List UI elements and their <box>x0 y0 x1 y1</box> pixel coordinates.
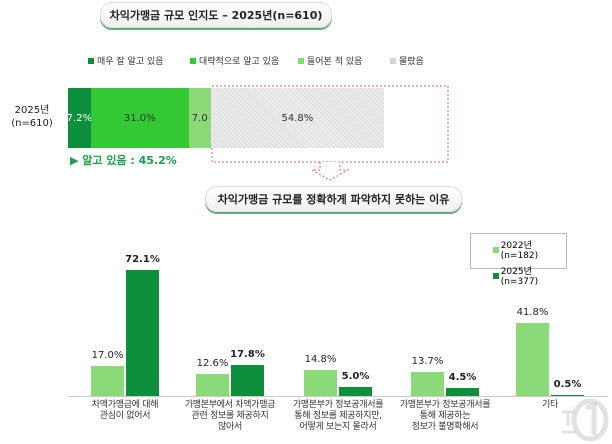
bar <box>126 269 159 396</box>
category-label: 가맹본부가 정보공개서를 통해 정보를 제공하지만, 어떻게 보는지 몰라서 <box>287 400 389 433</box>
legend-label: 들어본 적 있음 <box>307 57 363 67</box>
known-annotation: ▶ 알고 있음 : 45.2% <box>70 154 177 167</box>
category-label-line: 관련 정보를 제공하지 <box>191 411 269 421</box>
category-label-line: 가맹본부가 정보공개서를 <box>399 400 491 410</box>
data-label: 5.0% <box>341 371 370 383</box>
bar <box>304 370 337 396</box>
chart1-title: 차익가맹금 규모 인지도 – 2025년(n=610) <box>100 2 332 28</box>
legend-box: 2022년(n=182) 2025년(n=377) <box>470 233 567 287</box>
legend-label: 몰랐음 <box>399 57 424 67</box>
data-label: 14.8% <box>304 354 337 366</box>
data-label: 0.5% <box>553 379 582 391</box>
bar <box>446 388 479 396</box>
category-label-line: 관심이 없어서 <box>99 411 151 421</box>
row-label-n: (n=610) <box>11 118 53 129</box>
data-label: 17.0% <box>91 350 124 362</box>
category-label-line: 통해 정보를 제공하지만, <box>294 411 382 421</box>
data-label: 17.8% <box>230 348 265 360</box>
legend-label: 대략적으로 알고 있음 <box>199 57 280 67</box>
legend-item: 매우 잘 알고 있음 <box>88 54 164 67</box>
legend-label: 매우 잘 알고 있음 <box>97 57 164 67</box>
legend-2022: 2022년(n=182) <box>500 241 539 261</box>
category-label: 가맹본부에서 차액가맹금 관련 정보를 제공하지 않아서 <box>179 400 281 433</box>
legend-swatch-2022 <box>493 246 499 253</box>
legend-swatch <box>390 57 396 64</box>
bar-segment: 7.0 <box>188 88 211 148</box>
category-label: 기타 <box>499 400 601 411</box>
legend-swatch <box>298 57 304 64</box>
legend-item: 몰랐음 <box>390 54 424 67</box>
category-label-line: 통해 제공하는 <box>419 411 471 421</box>
row-label: 2025년 (n=610) <box>4 104 60 130</box>
bar-segment: 7.2% <box>67 88 92 148</box>
legend-2025: 2025년(n=377) <box>500 267 539 287</box>
bar <box>231 364 264 396</box>
legend-item: 들어본 적 있음 <box>298 54 362 67</box>
category-label-line: 가맹본부에서 차액가맹금 <box>184 400 276 410</box>
category-label: 가맹본부가 정보공개서를 통해 제공하는 정보가 불명확해서 <box>394 400 496 433</box>
data-label: 41.8% <box>516 306 549 318</box>
category-label-line: 않아서 <box>218 422 242 432</box>
category-label: 차액가맹금에 대해 관심이 없어서 <box>74 400 176 422</box>
category-label-line: 차액가맹금에 대해 <box>91 400 159 410</box>
category-label-line: 정보가 불명확해서 <box>411 422 479 432</box>
legend-swatch <box>88 57 94 64</box>
watermark-logo <box>562 398 609 442</box>
bar-segment: 54.8% <box>210 88 384 148</box>
row-label-year: 2025년 <box>14 105 50 116</box>
chart2-title: 차익가맹금 규모를 정확하게 파악하지 못하는 이유 <box>205 186 462 212</box>
bar <box>339 387 372 396</box>
data-label: 12.6% <box>196 357 229 369</box>
bar <box>91 366 124 396</box>
bar <box>196 373 229 396</box>
legend-item: 대략적으로 알고 있음 <box>190 54 279 67</box>
bar <box>551 395 584 396</box>
data-label: 4.5% <box>448 372 477 384</box>
baseline <box>68 396 608 397</box>
bar <box>411 372 444 396</box>
arrow-down-icon <box>310 162 350 181</box>
data-label: 72.1% <box>125 253 160 265</box>
bar <box>516 322 549 396</box>
legend-swatch <box>190 57 196 64</box>
category-label-line: 어떻게 보는지 몰라서 <box>299 422 377 432</box>
category-label-line: 가맹본부가 정보공개서를 <box>292 400 384 410</box>
data-label: 13.7% <box>411 356 444 368</box>
category-label-line: 기타 <box>542 400 558 410</box>
bar-segment: 31.0% <box>90 88 189 148</box>
legend-swatch-2025 <box>493 272 499 279</box>
